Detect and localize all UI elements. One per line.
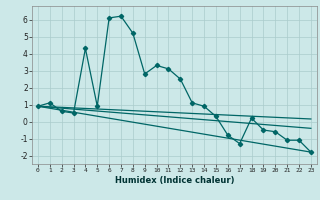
X-axis label: Humidex (Indice chaleur): Humidex (Indice chaleur) (115, 176, 234, 185)
